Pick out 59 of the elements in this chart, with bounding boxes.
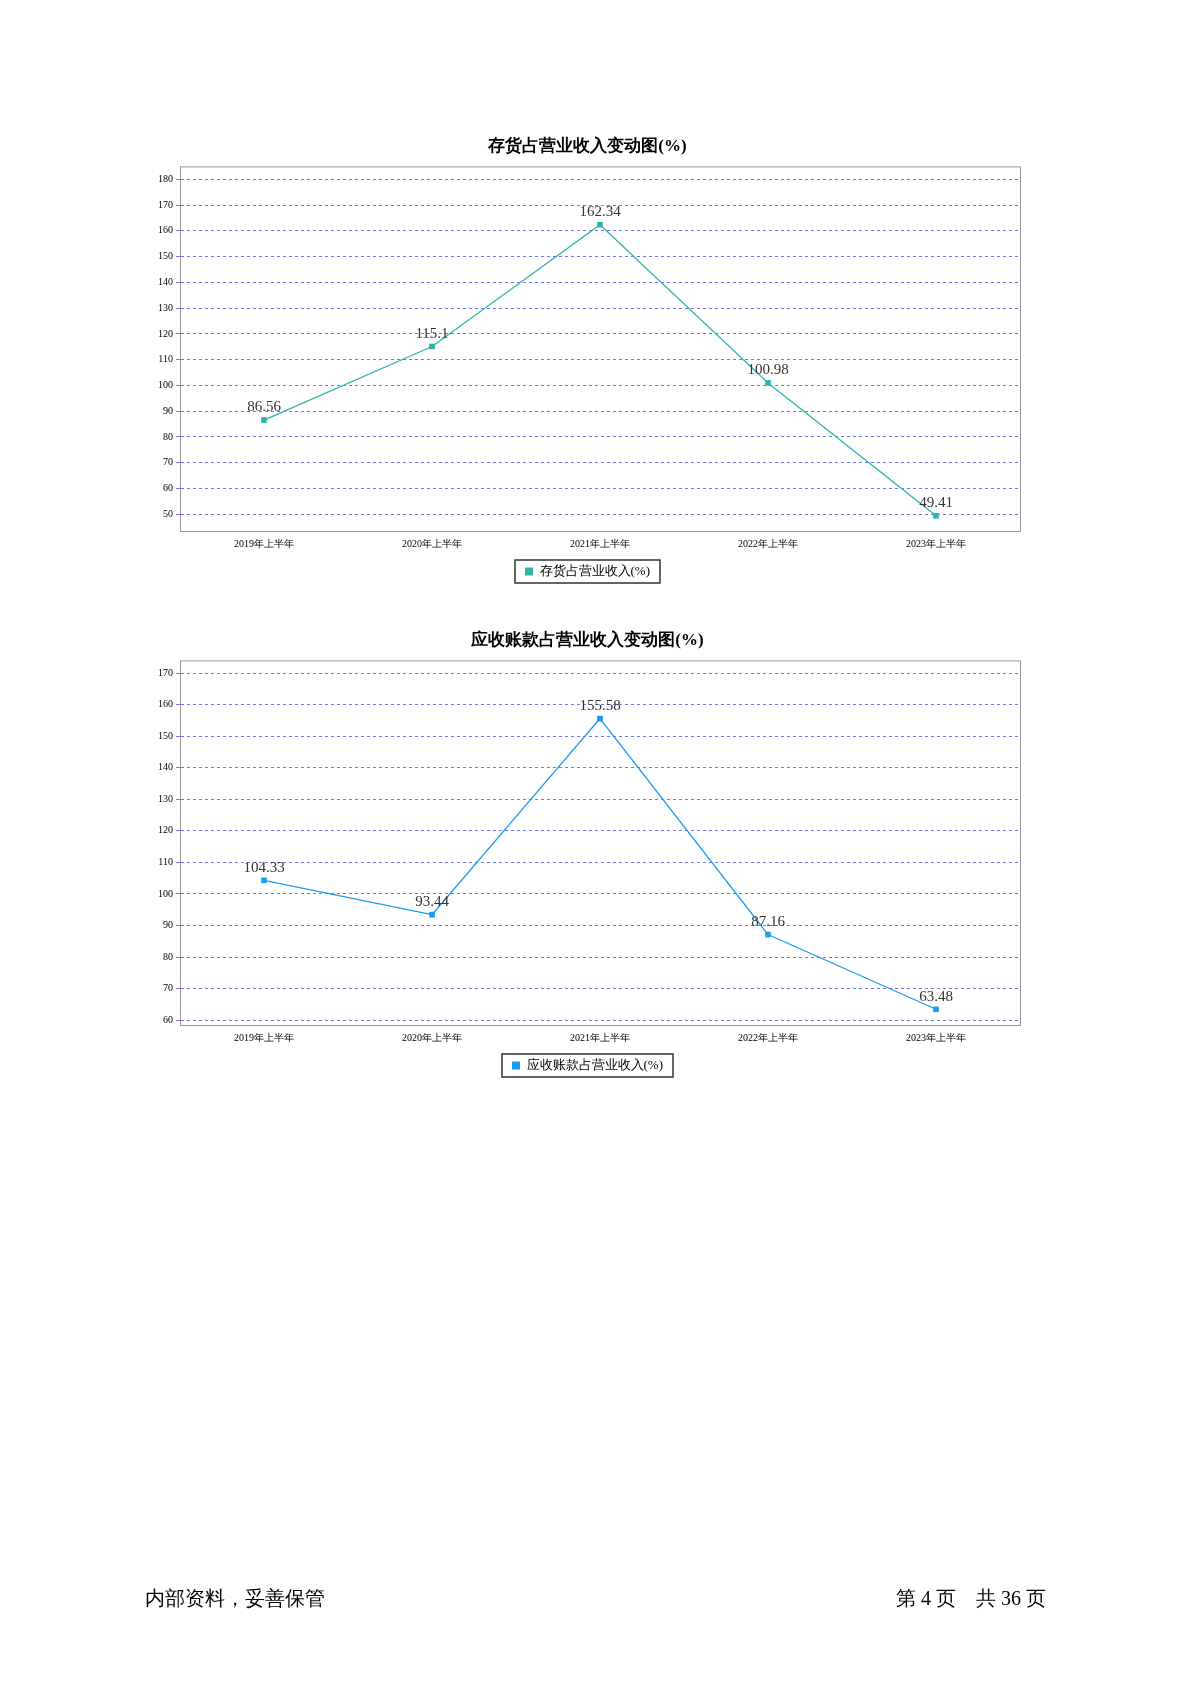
text: 第 4 页 共 36 页 bbox=[896, 1586, 1046, 1611]
y-tick-label: 160 bbox=[158, 698, 173, 710]
x-tick-label: 2023年上半年 bbox=[906, 1031, 966, 1043]
point bbox=[933, 512, 939, 519]
y-tick-label: 90 bbox=[163, 404, 173, 416]
data-label: 49.41 bbox=[919, 494, 953, 511]
x-tick-label: 2020年上半年 bbox=[402, 537, 462, 549]
x-tick-label: 2022年上半年 bbox=[738, 1031, 798, 1043]
y-tick-label: 60 bbox=[163, 482, 173, 494]
y-tick-label: 60 bbox=[163, 1013, 173, 1025]
x-tick-label: 2022年上半年 bbox=[738, 537, 798, 549]
data-label: 162.34 bbox=[579, 203, 622, 220]
data-label: 155.58 bbox=[579, 696, 621, 713]
y-tick-label: 150 bbox=[158, 250, 173, 262]
text: 内部资料，妥善保管 bbox=[145, 1586, 325, 1611]
y-tick-label: 180 bbox=[158, 172, 173, 184]
point bbox=[261, 877, 267, 884]
legend-label: 存货占营业收入(%) bbox=[539, 562, 651, 578]
point bbox=[765, 931, 771, 938]
x-tick-label: 2023年上半年 bbox=[906, 537, 966, 549]
point bbox=[429, 911, 435, 918]
y-tick-label: 90 bbox=[163, 919, 173, 931]
y-tick-label: 100 bbox=[158, 379, 173, 391]
x-tick-label: 2021年上半年 bbox=[570, 537, 630, 549]
point bbox=[933, 1006, 939, 1013]
y-tick-label: 120 bbox=[158, 824, 173, 836]
y-tick-label: 130 bbox=[158, 301, 173, 313]
y-tick-label: 170 bbox=[158, 666, 173, 678]
chart-title: 存货占营业收入变动图(%) bbox=[487, 135, 687, 155]
data-label: 63.48 bbox=[919, 987, 953, 1004]
y-tick-label: 120 bbox=[158, 327, 173, 339]
y-tick-label: 80 bbox=[163, 430, 173, 442]
y-tick-label: 170 bbox=[158, 198, 173, 210]
point bbox=[261, 417, 267, 423]
y-tick-label: 160 bbox=[158, 224, 173, 236]
point bbox=[429, 343, 435, 350]
chart-title: 应收账款占营业收入变动图(%) bbox=[470, 629, 704, 649]
x-tick-label: 2021年上半年 bbox=[570, 1031, 630, 1043]
y-tick-label: 110 bbox=[158, 353, 173, 365]
legend-label: 应收账款占营业收入(%) bbox=[526, 1056, 664, 1072]
point bbox=[597, 221, 603, 228]
y-tick-label: 140 bbox=[158, 275, 173, 287]
y-tick-label: 50 bbox=[163, 507, 173, 519]
point bbox=[765, 380, 771, 386]
y-tick-label: 150 bbox=[158, 729, 173, 741]
data-label: 104.33 bbox=[243, 858, 285, 875]
x-tick-label: 2019年上半年 bbox=[234, 1031, 294, 1043]
data-label: 115.1 bbox=[415, 324, 449, 341]
y-tick-label: 100 bbox=[158, 887, 173, 899]
x-tick-label: 2020年上半年 bbox=[402, 1031, 462, 1043]
y-tick-label: 70 bbox=[163, 982, 173, 994]
x-tick-label: 2019年上半年 bbox=[234, 537, 294, 549]
y-tick-label: 140 bbox=[158, 761, 173, 773]
point bbox=[597, 715, 603, 722]
y-tick-label: 130 bbox=[158, 792, 173, 804]
y-tick-label: 80 bbox=[163, 950, 173, 962]
y-tick-label: 70 bbox=[163, 456, 173, 468]
data-label: 86.56 bbox=[247, 398, 282, 415]
y-tick-label: 110 bbox=[158, 856, 173, 868]
